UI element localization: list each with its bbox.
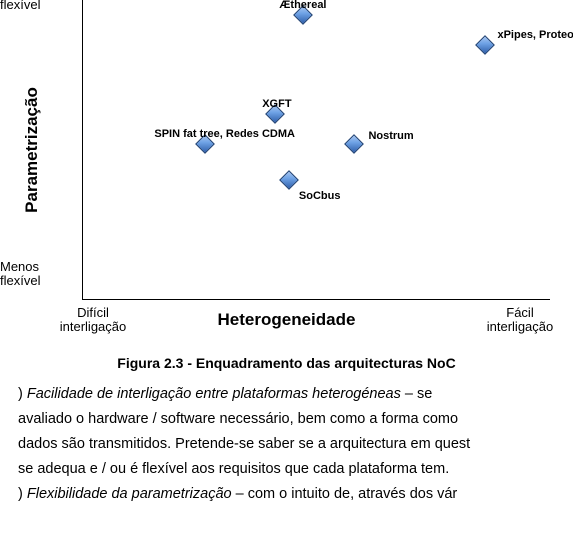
scatter-point-label: SPIN fat tree, Redes CDMA [154,128,295,140]
ytick-bottom: Menosflexível [0,260,78,289]
figure-caption: Figura 2.3 - Enquadramento das arquitect… [0,355,573,371]
plot-area: ÆtherealxPipes, ProteoXGFTSPIN fat tree,… [82,0,550,300]
para1-em: Facilidade de interligação entre platafo… [27,386,401,402]
ytick-top: flexível [0,0,78,12]
scatter-point [279,170,299,190]
x-axis-label: Heterogeneidade [0,310,573,330]
scatter-point-label: Æthereal [279,0,326,11]
para1-l3: dados são transmitidos. Pretende-se sabe… [18,436,470,452]
scatter-point-label: SoCbus [299,190,341,202]
scatter-point-label: Nostrum [368,130,413,142]
body-text: ) Facilidade de interligação entre plata… [0,380,573,509]
para1-rest-l1: – se [401,386,432,402]
scatter-point-label: XGFT [262,98,291,110]
chart-container: flexível Menosflexível Parametrização Æt… [0,0,573,365]
para1-l2: avaliado o hardware / software necessári… [18,411,458,427]
scatter-point [476,35,496,55]
scatter-point [345,134,365,154]
para2-rest-l1: – com o intuito de, através dos vár [232,486,458,502]
para2-em: Flexibilidade da parametrização [27,486,232,502]
para1-l4: se adequa e / ou é flexível aos requisit… [18,461,449,477]
y-axis-label: Parametrização [22,87,42,213]
para2-prefix: ) [18,486,27,502]
para1-prefix: ) [18,386,27,402]
scatter-point-label: xPipes, Proteo [497,29,573,41]
